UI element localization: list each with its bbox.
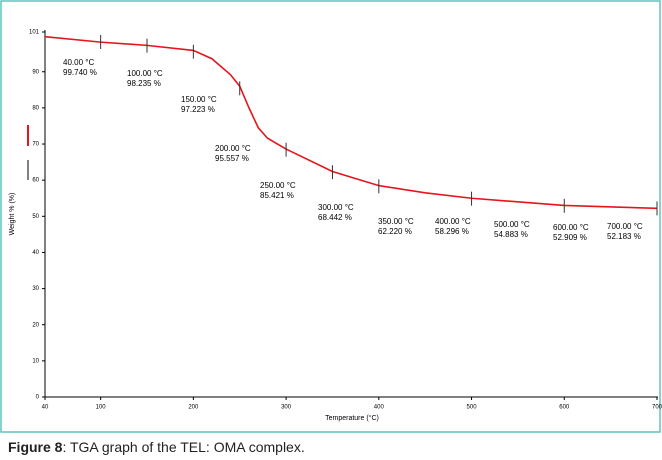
annotation-temp: 200.00 °C [215,144,251,153]
annotation-weight: 62.220 % [378,227,412,236]
x-tick-label: 400 [374,405,385,411]
annotation-temp: 600.00 °C [553,223,589,232]
chart: Weight % (%) Temperature (°C) 0 10 20 30 40 5… [0,0,662,433]
x-axis-label: Temperature (°C) [325,414,379,422]
x-tick-label: 600 [559,405,570,411]
x-tick-label: 200 [188,405,199,411]
annotation-temp: 300.00 °C [318,203,354,212]
caption: Figure 8: TGA graph of the TEL: OMA comp… [8,439,305,455]
annotation-weight: 52.183 % [607,232,641,241]
annotation-weight: 85.421 % [260,191,294,200]
y-tick-label: 10 [32,358,39,364]
annotation-temp: 100.00 °C [127,69,163,78]
x-tick-label: 700 [652,405,662,411]
annotation-weight: 98.235 % [127,79,161,88]
x-tick-label: 40 [42,405,49,411]
annotation-temp: 40.00 °C [63,58,94,67]
y-tick-label: 50 [32,214,39,220]
data-line [44,35,658,210]
annotation-temp: 500.00 °C [494,220,530,229]
annotation-temp: 700.00 °C [607,222,643,231]
annotation-weight: 54.883 % [494,230,528,239]
y-tick-label: 70 [32,142,39,148]
y-tick-label: 0 [36,395,40,401]
x-tick-label: 100 [96,405,107,411]
y-tick-label: 60 [32,178,39,184]
y-tick-label: 90 [32,69,39,75]
y-tick-label: 30 [32,286,39,292]
y-tick-label: 40 [32,250,39,256]
y-tick-label: 101 [29,30,40,36]
x-tick-label: 300 [281,405,292,411]
annotation-temp: 400.00 °C [435,217,471,226]
y-tick-label: 20 [32,322,39,328]
y-tick-label: 80 [32,105,39,111]
annotation-weight: 68.442 % [318,213,352,222]
caption-text: : TGA graph of the TEL: OMA complex. [62,439,305,455]
y-axis-label: Weight % (%) [9,193,16,236]
x-tick-label: 500 [467,405,478,411]
annotation-weight: 97.223 % [181,105,215,114]
annotation-temp: 350.00 °C [378,217,414,226]
annotation-weight: 99.740 % [63,68,97,77]
frame [0,0,661,433]
caption-label: Figure 8 [8,439,63,455]
annotation-temp: 150.00 °C [181,95,217,104]
annotation-weight: 58.296 % [435,227,469,236]
annotation-weight: 95.557 % [215,154,249,163]
annotation-weight: 52.909 % [553,233,587,242]
annotation-temp: 250.00 °C [260,181,296,190]
